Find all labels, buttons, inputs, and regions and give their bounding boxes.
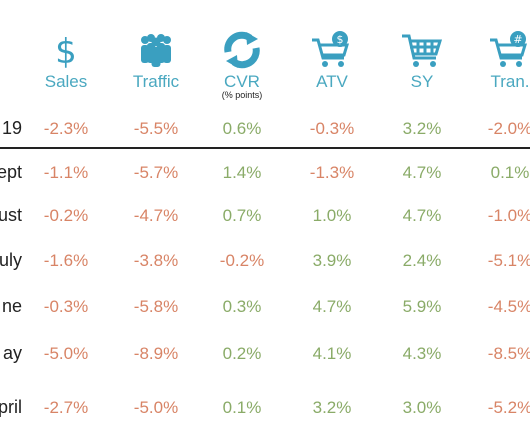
header-sy: SY (377, 30, 467, 92)
dollar-icon: $ (55, 32, 77, 70)
header-label: Tran. (490, 72, 530, 91)
row-label: ay (2, 343, 22, 363)
table-cell: 5.9% (402, 297, 442, 316)
row-label: pril (0, 397, 22, 417)
row-label: ust (0, 205, 22, 225)
table-cell: 1.4% (222, 163, 262, 182)
table-cell: -2.0% (487, 119, 530, 138)
svg-text:$: $ (337, 33, 344, 46)
table-cell: -0.2% (219, 251, 265, 270)
table-cell: -1.6% (43, 251, 89, 270)
svg-text:#: # (513, 33, 522, 46)
table-cell: -5.1% (487, 251, 530, 270)
table-cell: -0.2% (43, 206, 89, 225)
table-cell: -5.8% (133, 297, 179, 316)
table-cell: 0.1% (490, 163, 530, 182)
table-cell: -0.3% (43, 297, 89, 316)
header-label: SY (410, 72, 434, 91)
table-cell: 4.7% (402, 163, 442, 182)
header-sales: $ Sales (21, 30, 111, 92)
header-traffic: Traffic (111, 30, 201, 92)
header-tran: # Tran. (465, 30, 530, 92)
row-label: ept (0, 162, 22, 182)
header-label: Sales (44, 72, 88, 91)
cart-icon (402, 34, 443, 67)
row-label: ne (1, 296, 22, 316)
table-cell: -8.5% (487, 344, 530, 363)
table-cell: 0.1% (222, 398, 262, 417)
cart-dollar-icon: $ (312, 31, 350, 67)
table-cell: 0.3% (222, 297, 262, 316)
table-cell: 0.7% (222, 206, 262, 225)
table-cell: 3.2% (402, 119, 442, 138)
table-cell: -1.1% (43, 163, 89, 182)
table-cell: 0.2% (222, 344, 262, 363)
refresh-cycle-icon (224, 31, 260, 69)
table-cell: 3.0% (402, 398, 442, 417)
table-cell: -4.5% (487, 297, 530, 316)
table-cell: 4.1% (312, 344, 352, 363)
cart-hash-icon: # (490, 31, 528, 67)
table-cell: -5.2% (487, 398, 530, 417)
table-cell: 4.3% (402, 344, 442, 363)
table-cell: -8.9% (133, 344, 179, 363)
header-label: Traffic (132, 72, 180, 91)
table-cell: -2.3% (43, 119, 89, 138)
table-cell: -0.3% (309, 119, 355, 138)
table-cell: 1.0% (312, 206, 352, 225)
table-cell: -5.0% (133, 398, 179, 417)
row-label: uly (0, 250, 22, 270)
header-atv: $ ATV (287, 30, 377, 92)
table-cell: -2.7% (43, 398, 89, 417)
table-cell: 0.6% (222, 119, 262, 138)
header-divider (0, 147, 530, 149)
table-cell: -5.5% (133, 119, 179, 138)
table-cell: 4.7% (312, 297, 352, 316)
table-cell: -5.0% (43, 344, 89, 363)
table-cell: -1.0% (487, 206, 530, 225)
header-sublabel: (% points) (221, 90, 263, 100)
people-icon (141, 34, 171, 67)
table-cell: 2.4% (402, 251, 442, 270)
header-cvr: CVR (% points) (197, 30, 287, 100)
table-cell: -5.7% (133, 163, 179, 182)
table-cell: 4.7% (402, 206, 442, 225)
header-label: ATV (316, 72, 348, 91)
table-cell: 3.9% (312, 251, 352, 270)
table-cell: -4.7% (133, 206, 179, 225)
header-label: CVR (224, 72, 260, 91)
table-cell: -1.3% (309, 163, 355, 182)
table-cell: 3.2% (312, 398, 352, 417)
svg-text:$: $ (55, 32, 77, 70)
table-cell: -3.8% (133, 251, 179, 270)
row-label: 19 (1, 118, 22, 138)
